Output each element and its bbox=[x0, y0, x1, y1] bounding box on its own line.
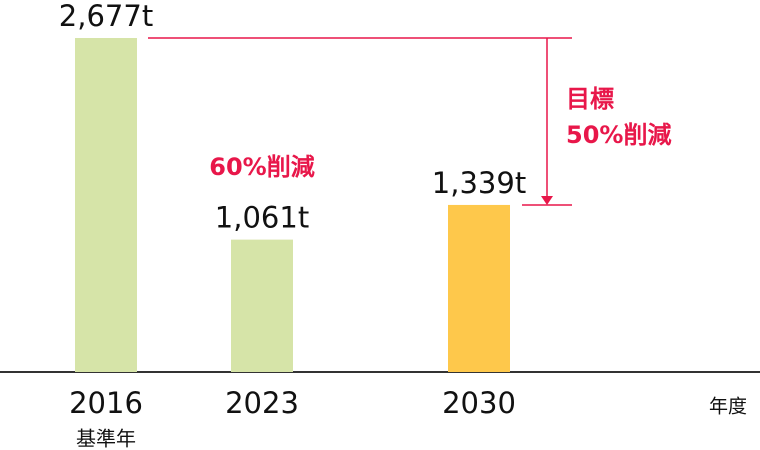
reduction-label: 60%削減 bbox=[209, 153, 314, 181]
value-label: 1,061t bbox=[215, 201, 309, 235]
target-arrow-head bbox=[541, 195, 553, 205]
base-year-label: 基準年 bbox=[76, 427, 136, 450]
value-label: 1,339t bbox=[432, 166, 526, 200]
bar bbox=[75, 38, 137, 372]
value-label: 2,677t bbox=[59, 0, 153, 33]
bar bbox=[448, 204, 510, 372]
target-label: 50%削減 bbox=[566, 121, 671, 149]
x-axis-label: 年度 bbox=[709, 396, 747, 418]
target-label: 目標 bbox=[566, 85, 614, 113]
bar bbox=[231, 239, 293, 372]
x-tick-label: 2030 bbox=[442, 386, 516, 420]
x-tick-label: 2023 bbox=[225, 386, 299, 420]
x-tick-label: 2016 bbox=[69, 386, 143, 420]
